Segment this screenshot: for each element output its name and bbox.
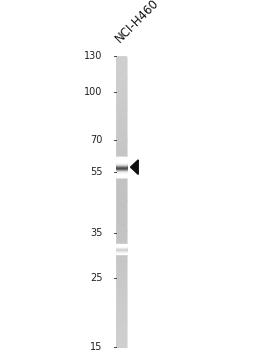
Text: 55: 55: [90, 167, 102, 177]
Polygon shape: [131, 160, 138, 174]
Text: 15: 15: [90, 342, 102, 352]
Text: 100: 100: [84, 86, 102, 97]
Text: 35: 35: [90, 228, 102, 238]
Text: 70: 70: [90, 135, 102, 144]
Text: 25: 25: [90, 273, 102, 283]
Bar: [116, 56, 127, 347]
Text: 130: 130: [84, 51, 102, 61]
Text: NCI-H460: NCI-H460: [112, 0, 161, 45]
